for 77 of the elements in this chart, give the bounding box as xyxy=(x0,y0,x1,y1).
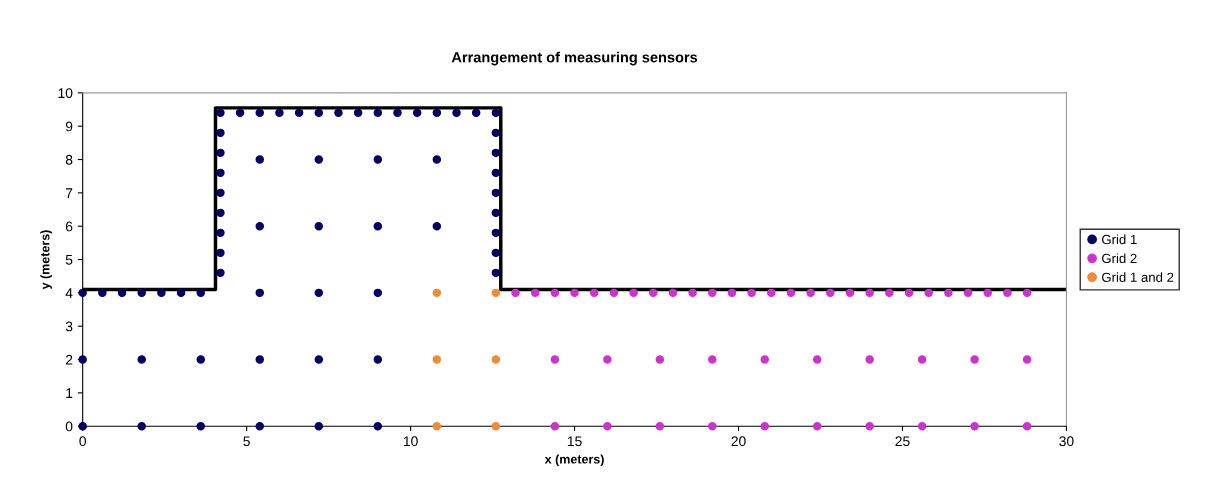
point xyxy=(708,288,717,298)
y-tick-label: 9 xyxy=(65,121,73,132)
point xyxy=(511,288,520,298)
point xyxy=(589,288,599,298)
x-tick-label: 0 xyxy=(79,436,87,447)
x-tick-label: 5 xyxy=(243,436,250,447)
point xyxy=(983,288,992,298)
y-tick-label: 2 xyxy=(65,354,73,365)
legend-label: Grid 1 xyxy=(1102,234,1137,245)
point xyxy=(708,421,717,431)
point xyxy=(865,421,874,431)
point xyxy=(668,288,678,298)
point xyxy=(570,288,579,298)
point xyxy=(767,288,776,298)
y-tick-label: 5 xyxy=(65,255,73,265)
point xyxy=(550,421,560,431)
point xyxy=(688,288,697,298)
x-axis-title: x (meters) xyxy=(544,454,604,467)
point xyxy=(885,288,894,298)
point xyxy=(491,355,501,364)
point xyxy=(603,355,612,364)
x-tick-label: 10 xyxy=(403,436,418,447)
point xyxy=(432,355,442,364)
point xyxy=(970,355,979,364)
point xyxy=(845,288,855,298)
point xyxy=(806,288,815,298)
y-tick-label: 6 xyxy=(65,221,73,232)
point xyxy=(786,288,796,298)
x-tick-label: 30 xyxy=(1059,436,1074,447)
x-tick-label: 20 xyxy=(731,436,746,447)
point xyxy=(649,288,658,298)
point xyxy=(629,288,638,298)
point xyxy=(826,288,835,298)
x-tick-label: 25 xyxy=(895,436,910,447)
point xyxy=(944,288,953,298)
point xyxy=(963,288,973,298)
point xyxy=(747,288,756,298)
point xyxy=(917,421,927,431)
legend-label: Grid 1 and 2 xyxy=(1102,272,1174,282)
point xyxy=(970,421,979,431)
point xyxy=(865,288,874,298)
point xyxy=(1022,421,1032,431)
point xyxy=(760,421,769,431)
x-tick-label: 15 xyxy=(567,436,582,447)
point xyxy=(727,288,737,298)
point xyxy=(432,421,442,431)
point xyxy=(924,288,933,298)
point xyxy=(904,288,914,298)
y-tick-label: 3 xyxy=(65,321,73,332)
y-tick-label: 1 xyxy=(66,388,73,398)
point xyxy=(491,288,501,298)
y-tick-label: 7 xyxy=(65,188,73,198)
point xyxy=(609,288,619,298)
point xyxy=(1003,288,1012,298)
point xyxy=(1022,355,1032,364)
chart-title: Arrangement of measuring sensors xyxy=(451,51,698,66)
y-tick-label: 10 xyxy=(58,88,73,99)
point xyxy=(432,288,442,298)
point xyxy=(655,355,665,364)
point xyxy=(917,355,927,364)
point xyxy=(550,288,560,298)
point xyxy=(812,421,822,431)
point xyxy=(1022,288,1032,298)
point xyxy=(550,355,560,364)
point xyxy=(655,421,665,431)
point xyxy=(530,288,540,298)
y-axis-title: y (meters) xyxy=(40,230,52,290)
y-tick-label: 4 xyxy=(65,288,73,298)
point xyxy=(708,355,717,364)
point xyxy=(603,421,612,431)
y-tick-label: 0 xyxy=(65,421,73,432)
point xyxy=(760,355,769,364)
point xyxy=(812,355,822,364)
y-tick-label: 8 xyxy=(65,154,73,165)
point xyxy=(865,355,874,364)
point xyxy=(491,421,501,431)
legend-label: Grid 2 xyxy=(1102,253,1137,264)
